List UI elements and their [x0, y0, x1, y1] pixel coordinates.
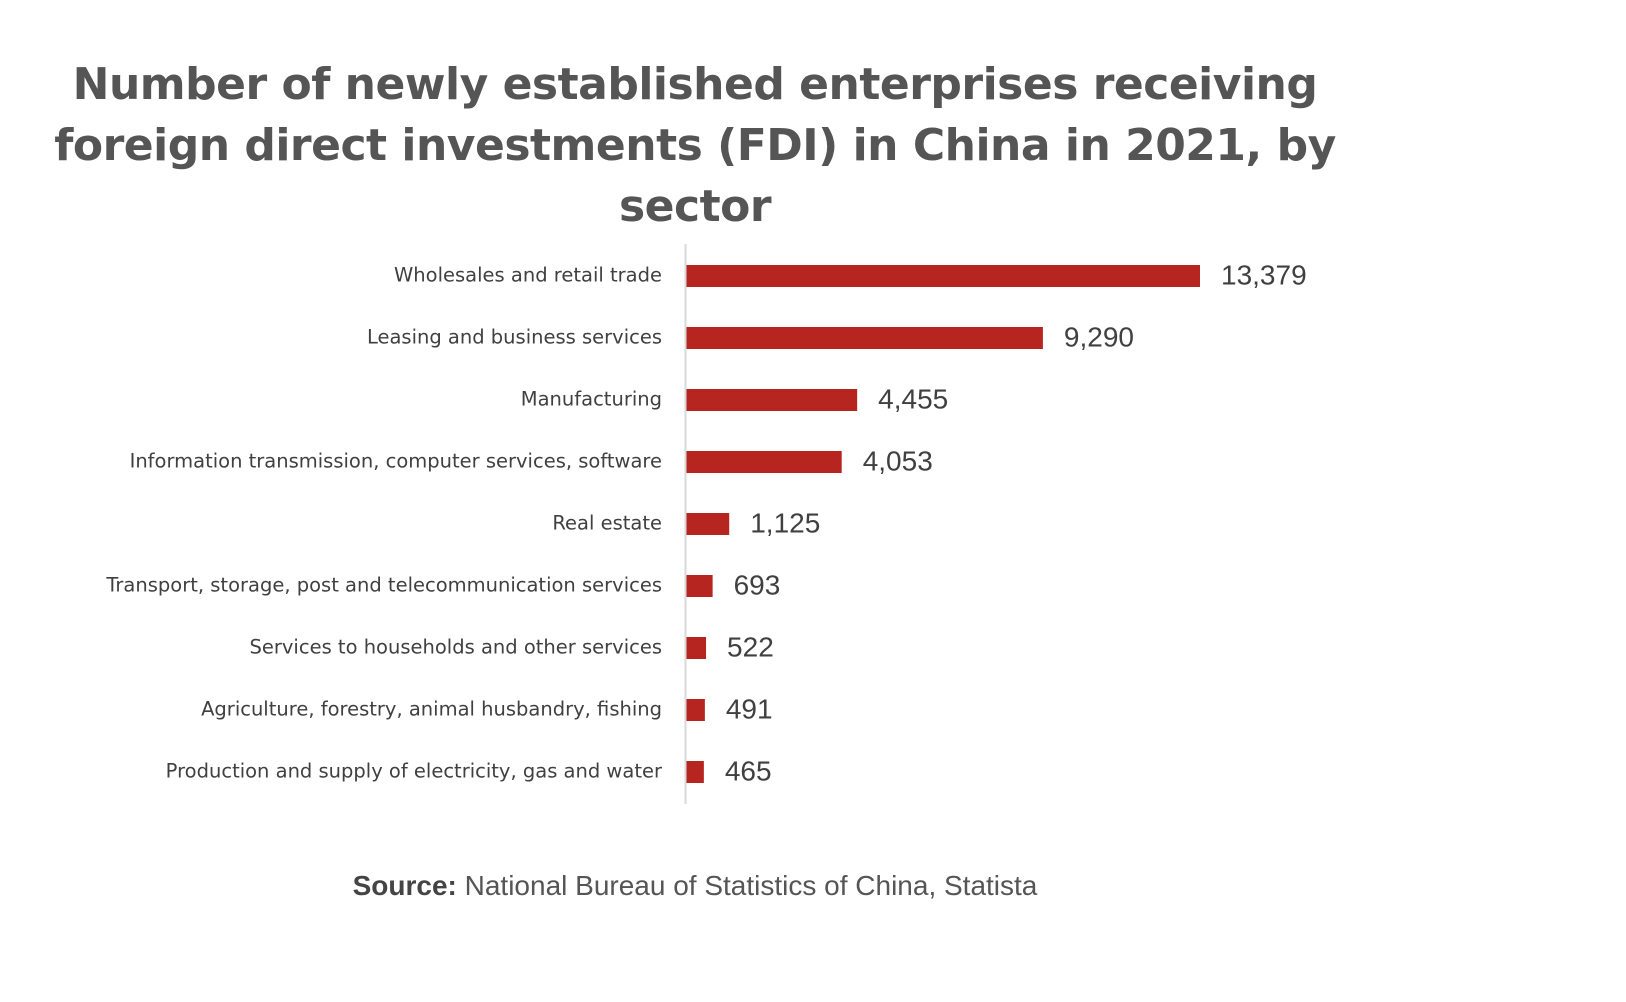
- category-label: Production and supply of electricity, ga…: [166, 760, 663, 783]
- bar: [686, 513, 730, 535]
- value-label: 9,290: [1064, 321, 1134, 352]
- category-label: Real estate: [552, 512, 662, 535]
- bars-group: Wholesales and retail trade 13,379 Leasing…: [105, 259, 1306, 786]
- category-label: Information transmission, computer servi…: [130, 450, 662, 473]
- category-label: Agriculture, forestry, animal husbandry,…: [201, 698, 662, 721]
- value-label: 491: [726, 693, 773, 724]
- bar: [686, 761, 704, 783]
- value-label: 465: [725, 755, 772, 786]
- category-label: Wholesales and retail trade: [394, 264, 662, 287]
- category-label: Transport, storage, post and telecommuni…: [105, 574, 662, 597]
- value-label: 4,455: [878, 383, 948, 414]
- category-label: Leasing and business services: [367, 326, 662, 349]
- value-label: 693: [734, 569, 781, 600]
- bar: [686, 327, 1043, 349]
- chart-title: Number of newly established enterprises …: [0, 54, 1390, 237]
- bar: [686, 699, 705, 721]
- chart-title-line-1: Number of newly established enterprises …: [72, 59, 1318, 110]
- value-label: 13,379: [1221, 259, 1307, 290]
- bar: [686, 265, 1200, 287]
- value-label: 1,125: [750, 507, 820, 538]
- category-label: Manufacturing: [521, 388, 662, 411]
- category-label: Services to households and other service…: [250, 636, 663, 659]
- bar: [686, 637, 707, 659]
- source-label: Source:: [352, 870, 457, 901]
- source-text: National Bureau of Statistics of China, …: [456, 870, 1038, 901]
- value-label: 522: [727, 631, 774, 662]
- bar: [686, 575, 713, 597]
- source-note: Source: National Bureau of Statistics of…: [0, 870, 1390, 902]
- bar: [686, 451, 842, 473]
- value-label: 4,053: [863, 445, 933, 476]
- chart-title-line-2: foreign direct investments (FDI) in Chin…: [54, 120, 1336, 232]
- bar: [686, 389, 858, 411]
